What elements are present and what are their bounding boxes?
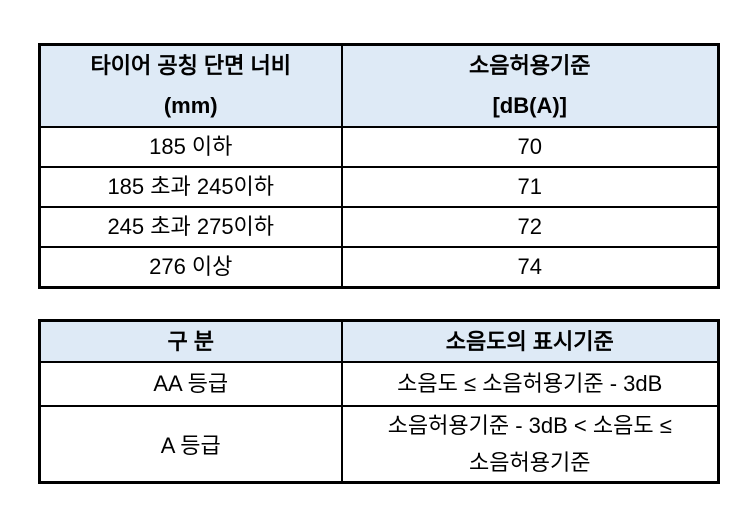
criteria-line1: 소음허용기준 - 3dB < 소음도 ≤ xyxy=(387,413,672,438)
table1-header-width-line2: (mm) xyxy=(163,93,218,118)
table-row: 185 이하 70 xyxy=(38,126,720,168)
table1-header-noise-line2: [dB(A)] xyxy=(492,93,568,118)
table1-header-width-line1: 타이어 공칭 단면 너비 xyxy=(90,53,292,78)
table1-header-noise-line1: 소음허용기준 xyxy=(469,53,591,78)
table1-header-row: 타이어 공칭 단면 너비 (mm) 소음허용기준 [dB(A)] xyxy=(38,43,720,128)
table2-header-row: 구 분 소음도의 표시기준 xyxy=(38,319,720,363)
table1-header-width: 타이어 공칭 단면 너비 (mm) xyxy=(38,43,343,128)
table-row: A 등급 소음허용기준 - 3dB < 소음도 ≤ 소음허용기준 xyxy=(38,405,720,484)
width-range-cell: 245 초과 275이하 xyxy=(38,206,343,248)
table2-header-criteria: 소음도의 표시기준 xyxy=(340,319,720,363)
table-row: 276 이상 74 xyxy=(38,246,720,289)
noise-limit-cell: 71 xyxy=(340,166,720,208)
table2-header-category: 구 분 xyxy=(38,319,343,363)
grade-cell: AA 등급 xyxy=(38,361,343,407)
table1-header-noise-limit: 소음허용기준 [dB(A)] xyxy=(340,43,720,128)
criteria-cell: 소음허용기준 - 3dB < 소음도 ≤ 소음허용기준 xyxy=(340,405,720,484)
table-row: 245 초과 275이하 72 xyxy=(38,206,720,248)
criteria-cell: 소음도 ≤ 소음허용기준 - 3dB xyxy=(340,361,720,407)
noise-limit-cell: 74 xyxy=(340,246,720,289)
noise-grade-criteria-table: 구 분 소음도의 표시기준 AA 등급 소음도 ≤ 소음허용기준 - 3dB A… xyxy=(38,319,720,484)
grade-cell: A 등급 xyxy=(38,405,343,484)
noise-limit-cell: 72 xyxy=(340,206,720,248)
width-range-cell: 185 초과 245이하 xyxy=(38,166,343,208)
table-row: 185 초과 245이하 71 xyxy=(38,166,720,208)
criteria-line2: 소음허용기준 xyxy=(469,450,591,475)
width-range-cell: 185 이하 xyxy=(38,126,343,168)
tire-noise-limit-table: 타이어 공칭 단면 너비 (mm) 소음허용기준 [dB(A)] 185 이하 … xyxy=(38,43,720,289)
noise-limit-cell: 70 xyxy=(340,126,720,168)
table-row: AA 등급 소음도 ≤ 소음허용기준 - 3dB xyxy=(38,361,720,407)
width-range-cell: 276 이상 xyxy=(38,246,343,289)
